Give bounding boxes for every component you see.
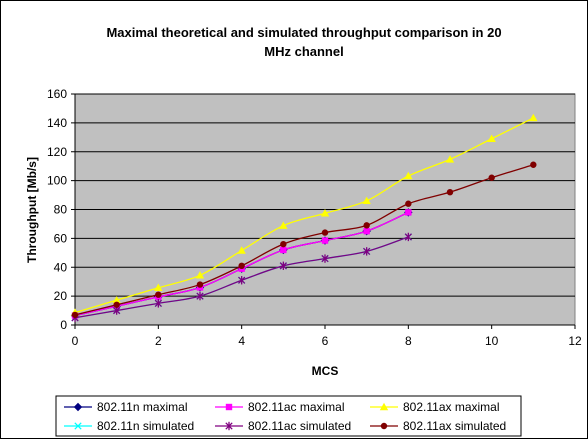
series-5-point-0 [71,311,79,319]
y-tick-label-1: 20 [54,289,68,303]
series-1-point-8 [405,209,412,216]
series-5-point-8 [405,200,412,207]
y-tick-label-4: 80 [54,203,68,217]
legend-marker-5 [380,422,388,430]
series-5-point-3 [196,281,204,288]
y-tick-label-8: 160 [47,87,67,101]
x-tick-label-1: 2 [155,334,162,348]
series-2-point-8 [404,171,413,180]
legend-label-5: 802.11ax simulated [403,419,506,433]
legend-label-4: 802.11ac simulated [248,419,351,433]
series-2-point-2 [154,283,163,291]
x-tick-label-2: 4 [238,334,245,348]
series-5-point-9 [446,188,454,196]
series-2-point-3 [195,271,205,279]
series-4-point-5 [279,261,287,271]
series-5-point-5 [280,240,287,248]
x-axis-title: MCS [312,364,339,378]
y-axis-title: Throughput [Mb/s] [25,157,39,263]
series-5-point-7 [363,222,370,229]
legend-label-0: 802.11n maximal [97,400,188,414]
legend-marker-1 [225,403,233,411]
legend-label-3: 802.11n simulated [97,419,194,433]
legend-label-2: 802.11ax maximal [403,400,500,414]
series-1-point-6 [321,237,329,244]
series-line-2 [74,117,534,314]
y-tick-label-3: 60 [54,231,68,245]
series-2-point-6 [320,209,330,217]
series-2-point-11 [529,113,538,122]
y-tick-label-6: 120 [47,145,67,159]
y-tick-label-7: 140 [47,116,67,130]
series-4-point-7 [363,247,371,256]
tick-labels: 0 20 40 60 80 100 120 140 160 0 2 4 6 8 10 12 [47,87,582,348]
legend-marker-4 [225,421,233,431]
series-5-point-6 [321,229,329,236]
x-tick-label-0: 0 [72,334,79,348]
x-tick-label-4: 8 [405,334,412,348]
series-4-point-8 [404,232,412,242]
series-4-point-6 [321,254,329,263]
series-group [70,113,538,322]
x-tick-label-3: 6 [322,334,329,348]
legend-box [55,395,522,437]
legend-label-1: 802.11ac maximal [248,400,345,414]
series-5-point-2 [155,291,162,298]
y-tick-label-0: 0 [60,318,67,332]
x-tick-label-5: 10 [485,334,499,348]
series-2-point-10 [487,134,496,142]
series-4-point-4 [238,276,246,285]
series-line-5 [74,164,534,316]
series-2-point-5 [279,221,288,229]
axes [71,93,576,329]
series-2-point-4 [237,246,246,254]
y-tick-label-2: 40 [54,260,68,274]
series-2-point-7 [362,196,371,205]
series-4-point-3 [196,291,204,301]
y-tick-label-5: 100 [47,174,67,188]
legend-marker-3 [74,422,82,430]
chart-title-line-2: MHz channel [264,44,343,59]
series-2-point-1 [112,295,121,304]
legend-marker-2 [379,402,389,411]
series-5-point-11 [530,161,537,168]
series-5-point-1 [113,301,120,308]
series-2-point-9 [445,155,455,163]
series-5-point-10 [488,174,495,181]
legend-marker-3-stroke-b [74,422,82,430]
chart-title-line-1: Maximal theoretical and simulated throug… [106,25,501,40]
series-1-point-5 [280,246,287,254]
series-1-point-7 [363,227,370,235]
legend-marker-0 [73,402,83,412]
legend: 802.11n maximal 802.11ac maximal 802.11ax … [64,400,506,433]
series-4-point-2 [154,299,162,308]
series-5-point-4 [238,262,245,270]
x-tick-label-6: 12 [568,334,582,348]
